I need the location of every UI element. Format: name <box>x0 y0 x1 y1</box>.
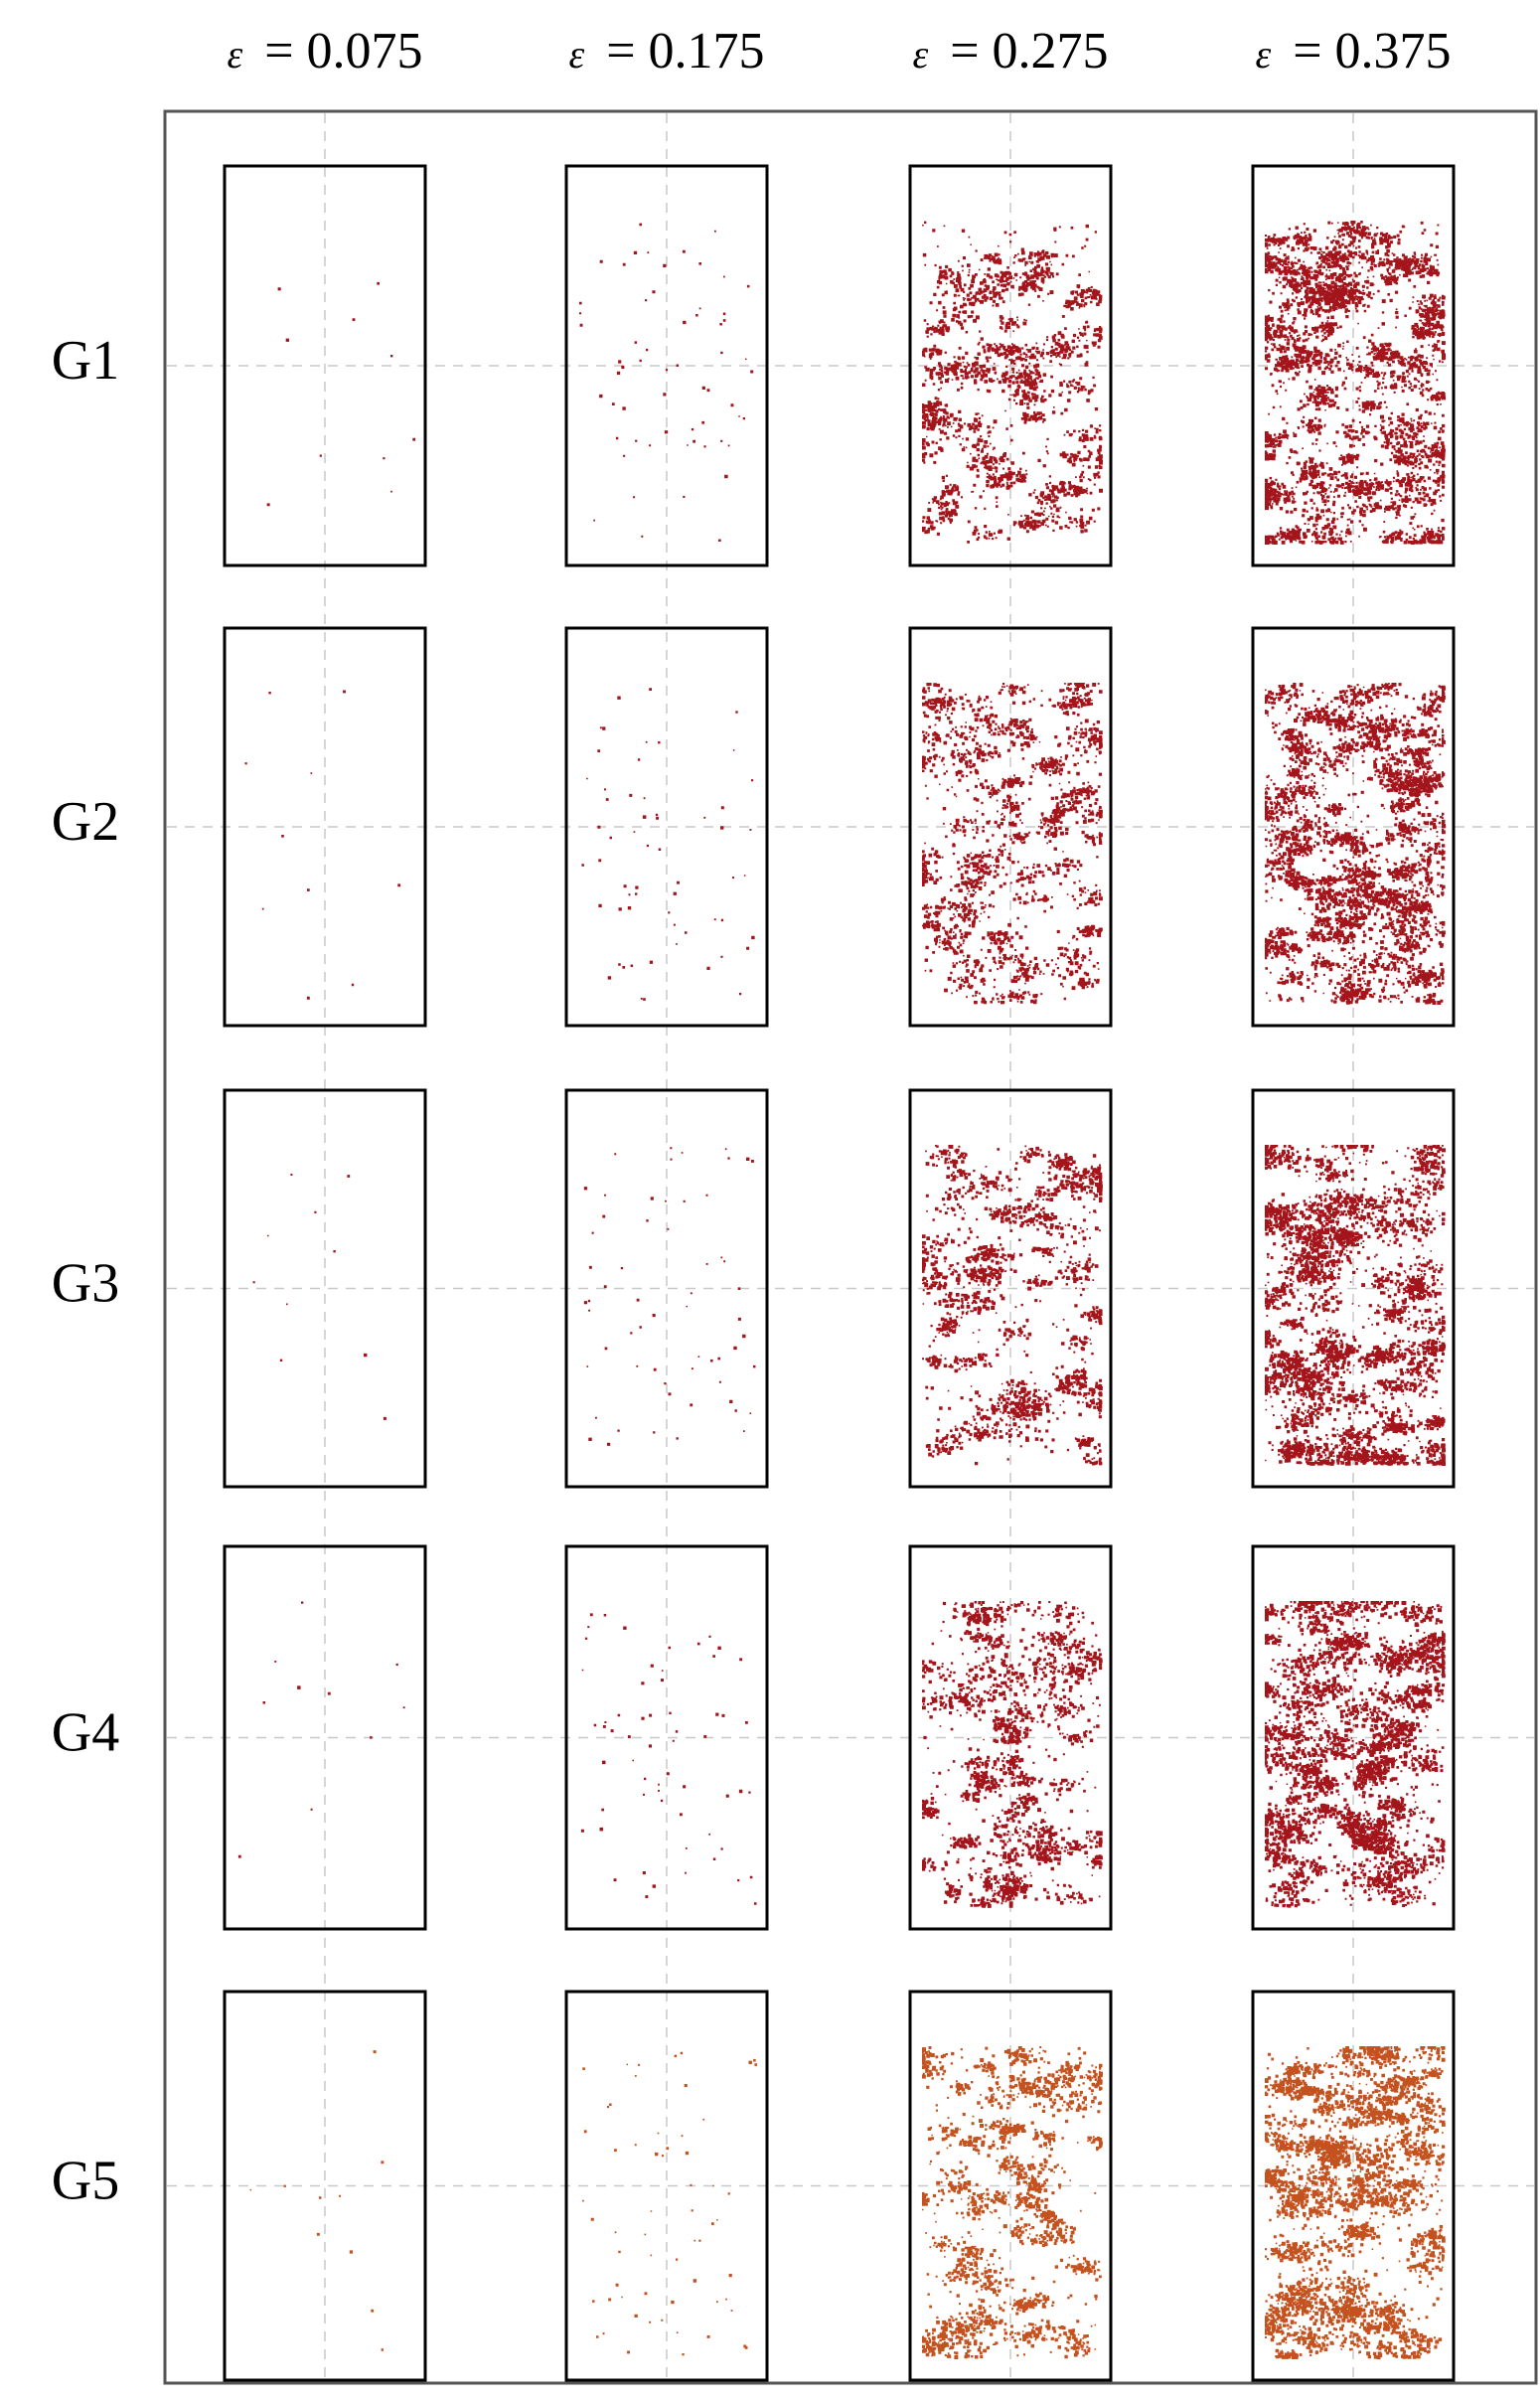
damage-speckles <box>580 1613 757 1905</box>
strain-value: = 0.075 <box>264 23 422 80</box>
row-label: G2 <box>52 791 119 853</box>
column-header: ε = 0.275 <box>912 23 1108 80</box>
damage-speckles <box>252 1174 386 1420</box>
damage-speckles <box>583 1147 756 1446</box>
damage-speckles <box>1265 683 1446 1005</box>
outer-frame <box>163 109 1538 2385</box>
panel-frame <box>1251 626 1456 1028</box>
damage-speckles <box>922 2046 1103 2359</box>
panel-frame <box>564 164 769 567</box>
epsilon-symbol: ε <box>912 32 928 77</box>
damage-speckles <box>581 688 755 1001</box>
row-label: G5 <box>52 2150 119 2211</box>
strain-value: = 0.375 <box>1293 23 1451 80</box>
panel-frame <box>223 1088 427 1489</box>
epsilon-symbol: ε <box>1255 32 1271 77</box>
damage-speckles <box>922 221 1103 544</box>
epsilon-symbol: ε <box>227 32 242 77</box>
panel-frame <box>1251 1544 1456 1931</box>
panel-frame <box>908 1990 1113 2382</box>
panel-frame <box>223 626 427 1028</box>
strain-value: = 0.275 <box>950 23 1108 80</box>
panel-frame <box>223 1544 427 1931</box>
damage-speckles <box>922 1145 1103 1466</box>
column-header: ε = 0.175 <box>568 23 764 80</box>
panel-frame <box>1251 164 1456 567</box>
epsilon-symbol: ε <box>568 32 584 77</box>
damage-speckles <box>922 1601 1103 1908</box>
damage-speckles <box>582 2051 758 2356</box>
row-label: G1 <box>52 330 119 392</box>
panel-frame <box>908 1544 1113 1931</box>
panel-frame <box>1251 1088 1456 1489</box>
grid <box>167 113 1534 2381</box>
damage-speckles <box>1265 2046 1446 2359</box>
row-label: G4 <box>52 1701 119 1763</box>
damage-speckles <box>237 1601 405 1858</box>
panel-frame <box>223 1990 427 2382</box>
panel-frame <box>908 626 1113 1028</box>
panel-frame <box>908 1088 1113 1489</box>
damage-speckles <box>1265 221 1446 545</box>
panel-frame <box>223 164 427 567</box>
strain-value: = 0.175 <box>606 23 764 80</box>
panel-frame <box>564 1088 769 1489</box>
panel-frame <box>564 1544 769 1931</box>
damage-speckles <box>1265 1601 1446 1908</box>
damage-speckles <box>922 683 1103 1005</box>
panel-frame <box>564 626 769 1028</box>
panel-frame <box>1251 1990 1456 2382</box>
damage-speckles <box>244 690 401 1000</box>
column-header: ε = 0.375 <box>1255 23 1451 80</box>
column-header: ε = 0.075 <box>227 23 422 80</box>
row-label: G3 <box>52 1252 119 1314</box>
panel-frame <box>908 164 1113 567</box>
damage-speckles <box>1265 1145 1446 1466</box>
damage-speckles <box>249 2050 385 2351</box>
panel-frame <box>564 1990 769 2382</box>
damage-speckles <box>266 281 416 507</box>
